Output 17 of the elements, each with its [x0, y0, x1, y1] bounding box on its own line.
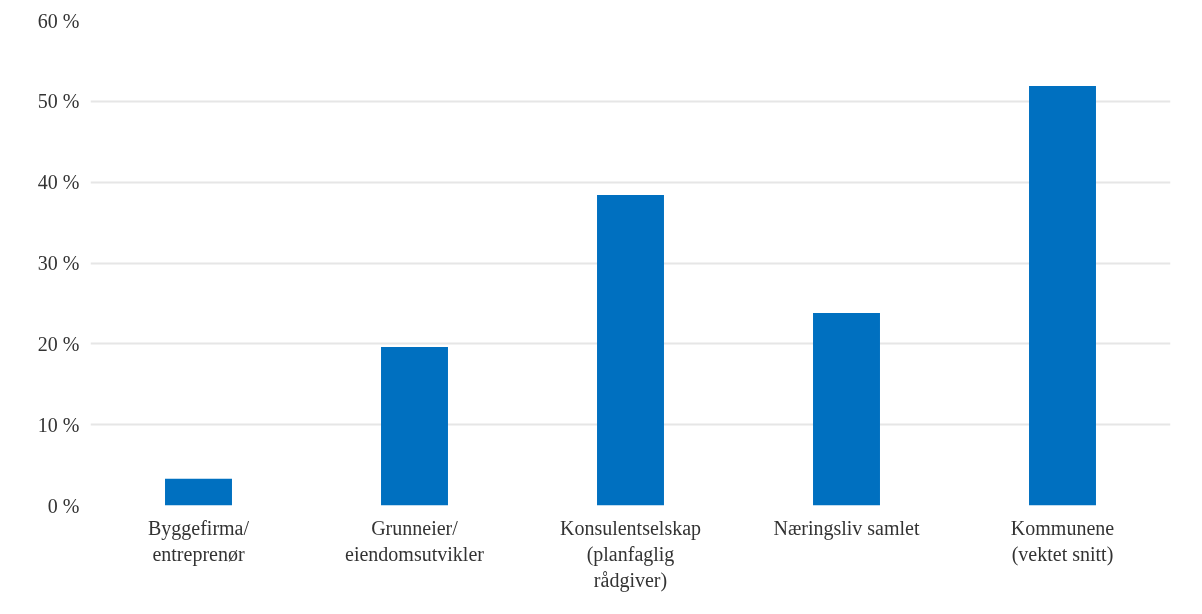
y-tick-label: 0 %	[47, 494, 80, 517]
x-tick-label: Grunneier/ eiendomsutvikler	[345, 516, 485, 565]
y-tick-label: 50 %	[37, 90, 80, 113]
y-tick-label: 30 %	[37, 252, 80, 274]
y-tick-label: 20 %	[37, 332, 80, 355]
bar	[165, 478, 232, 506]
bar	[813, 313, 880, 506]
bar	[1029, 85, 1096, 506]
bar	[381, 347, 448, 506]
y-tick-label: 10 %	[37, 413, 80, 436]
x-tick-label: Konsulentselskap (planfaglig rådgiver)	[559, 516, 702, 593]
x-tick-label: Næringsliv samlet	[773, 516, 920, 540]
bar	[597, 195, 664, 506]
x-tick-label: Byggefirma/ entreprenør	[147, 516, 250, 566]
y-tick-label: 40 %	[37, 171, 80, 194]
y-tick-label: 60 %	[37, 9, 80, 32]
x-tick-label: Kommunene (vektet snitt)	[1010, 516, 1115, 566]
